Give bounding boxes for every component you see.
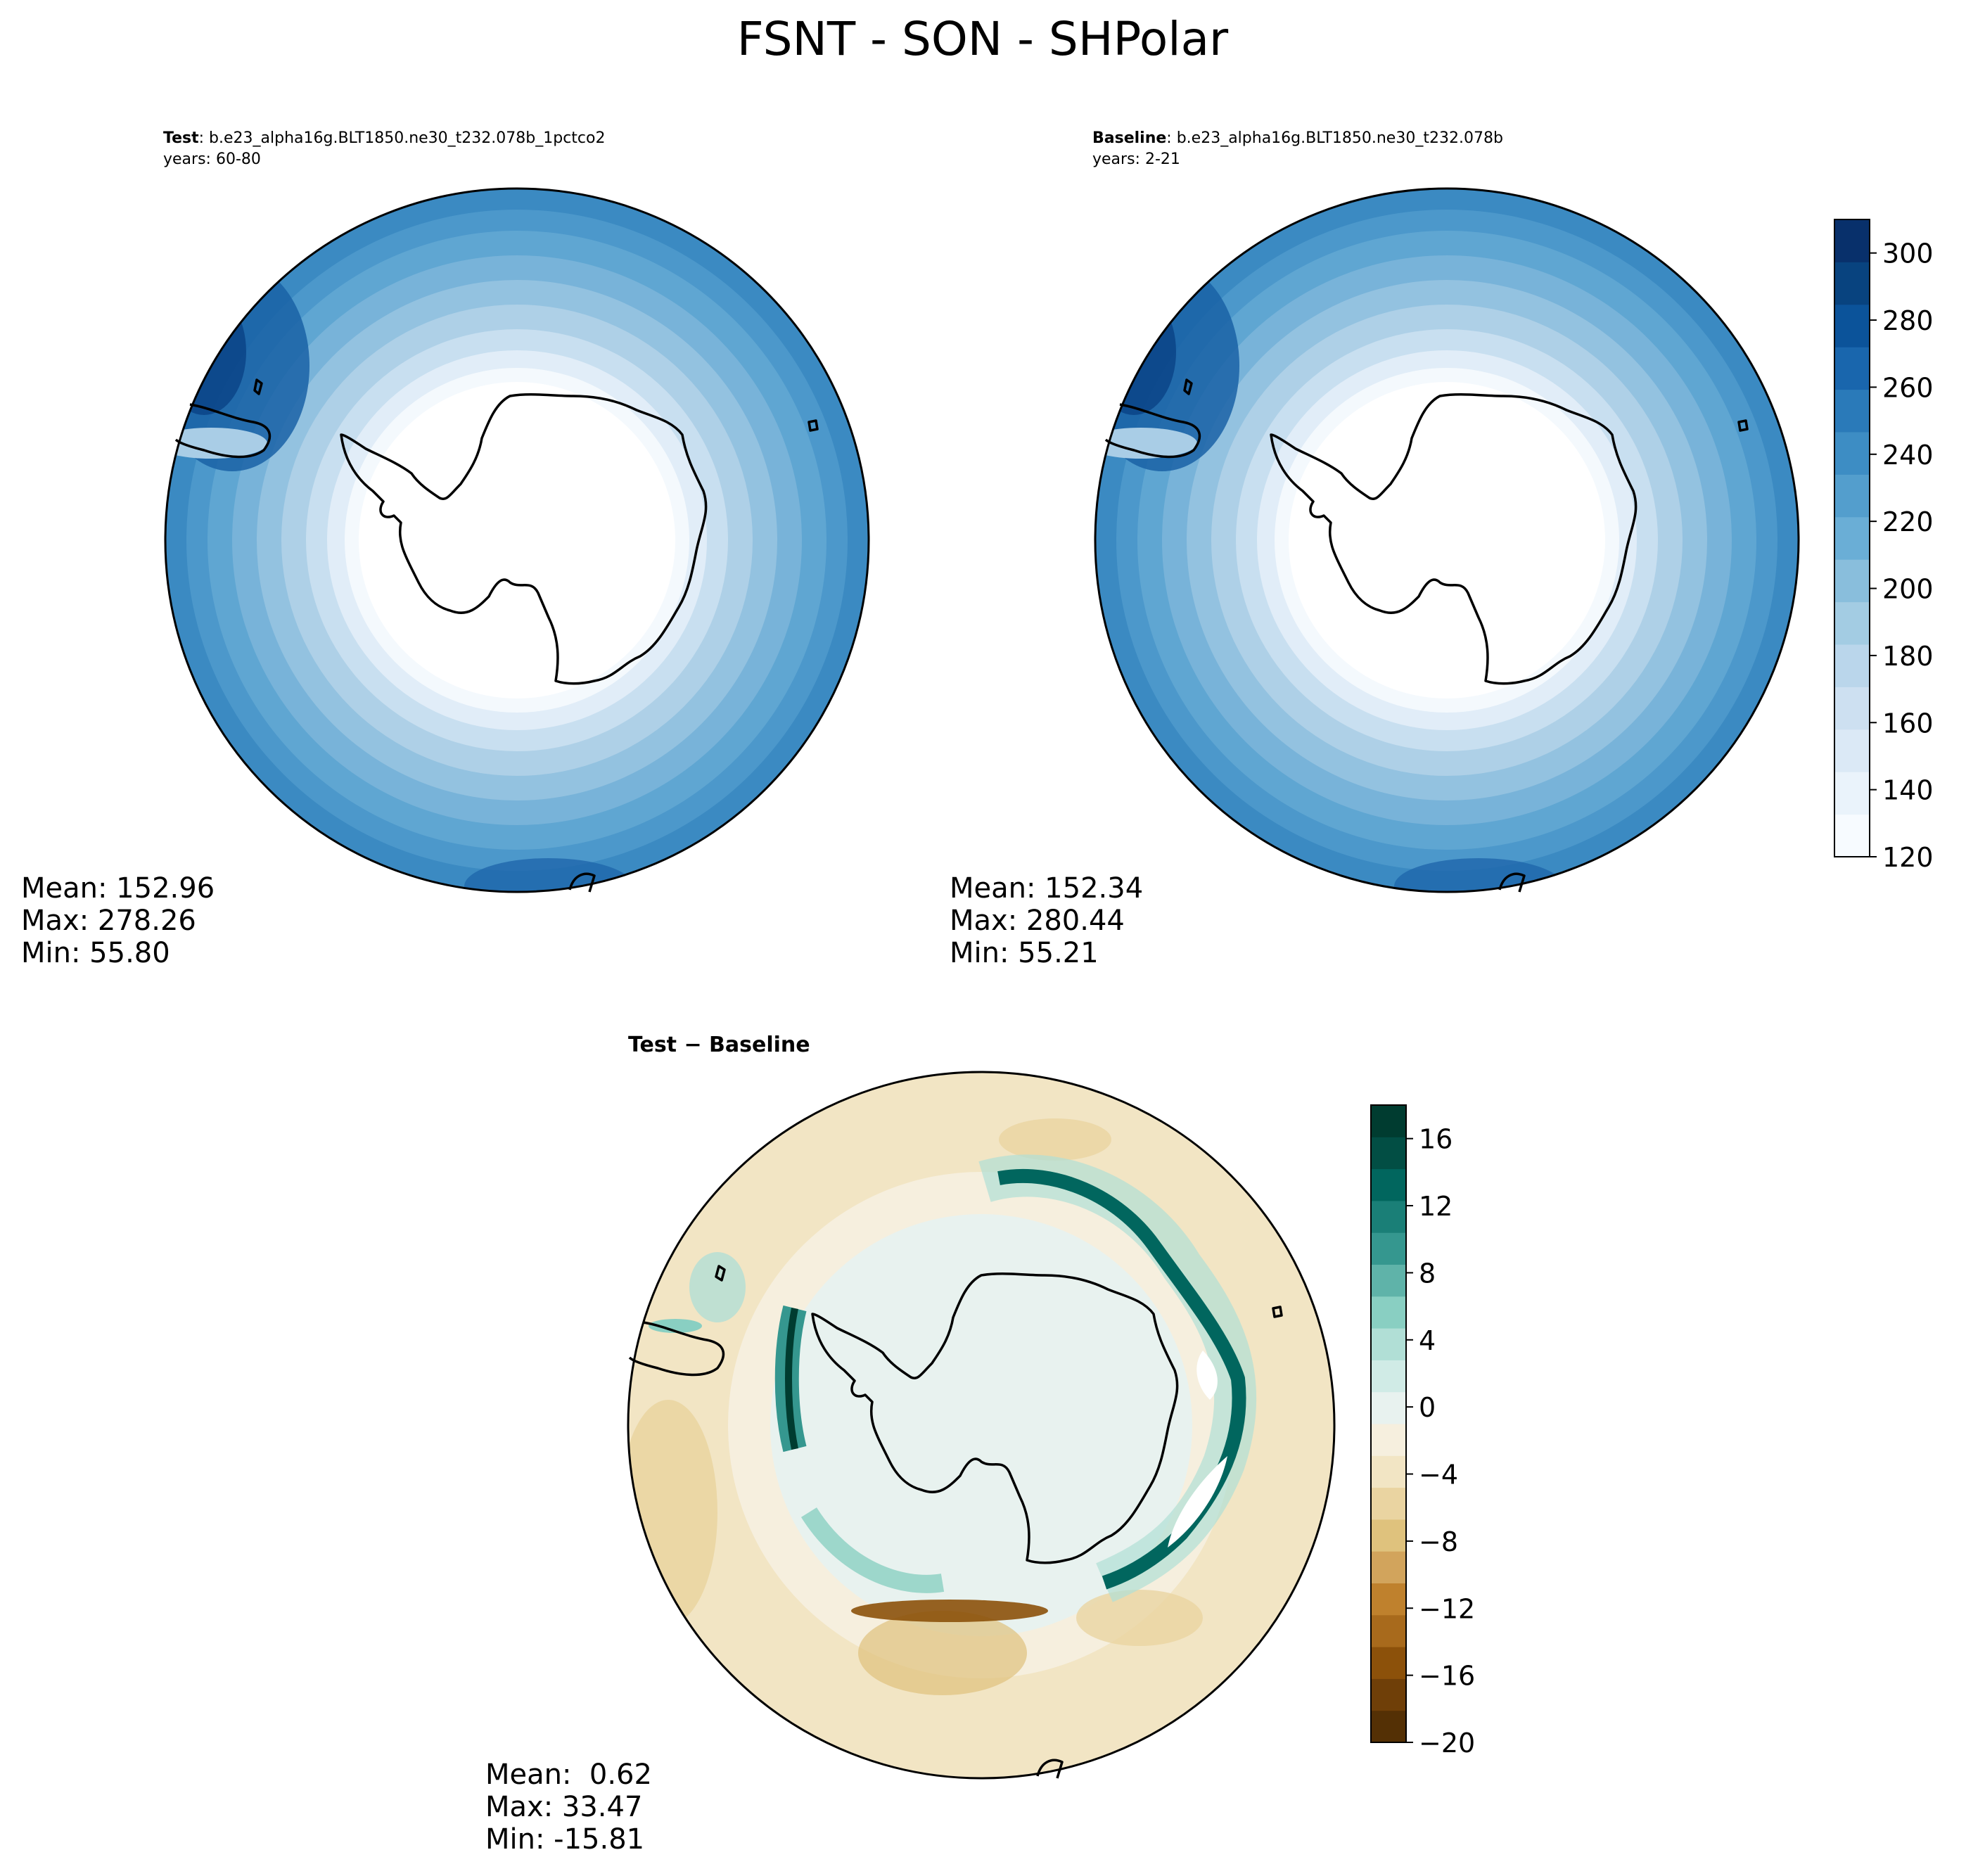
colorbar-fsnt-segment [1834, 601, 1870, 645]
colorbar-diff-segment [1371, 1424, 1406, 1456]
colorbar-diff-tick-label: −20 [1419, 1728, 1475, 1759]
panel-test-title-case: : b.e23_alpha16g.BLT1850.ne30_t232.078b_… [199, 129, 606, 147]
panel-baseline-title-case: : b.e23_alpha16g.BLT1850.ne30_t232.078b [1166, 129, 1503, 147]
colorbar-diff-segment [1371, 1391, 1406, 1424]
coastline-diff [628, 1265, 1283, 1779]
figure-title: FSNT - SON - SHPolar [737, 12, 1229, 66]
colorbar-diff-segment [1371, 1519, 1406, 1552]
colorbar-diff-segment [1371, 1678, 1406, 1711]
colorbar-diff-tick-label: 8 [1419, 1258, 1436, 1289]
panel-baseline: Baseline: b.e23_alpha16g.BLT1850.ne30_t2… [950, 129, 1800, 969]
panel-test-mean: Mean: 152.96 [21, 872, 215, 905]
colorbar-fsnt: 120 140 160 180 200 220 240 260 280 300 [1834, 219, 1934, 873]
colorbar-diff-segment [1371, 1647, 1406, 1679]
colorbar-diff-tick-label: −16 [1419, 1661, 1475, 1692]
panel-diff-min: Min: -15.81 [485, 1823, 644, 1856]
panel-test-title-label: Test [163, 129, 199, 147]
map-baseline-boundary [1094, 187, 1800, 893]
colorbar-fsnt-segment [1834, 304, 1870, 347]
panel-test-min: Min: 55.80 [21, 937, 170, 969]
panel-baseline-min: Min: 55.21 [950, 937, 1099, 969]
colorbar-fsnt-segment [1834, 432, 1870, 475]
panel-test: Test: b.e23_alpha16g.BLT1850.ne30_t232.0… [21, 129, 870, 969]
panel-diff: Test − Baseline [485, 1033, 1336, 1856]
colorbar-fsnt-segment [1834, 729, 1870, 772]
colorbar-fsnt-segment [1834, 219, 1870, 262]
panel-baseline-title: Baseline: b.e23_alpha16g.BLT1850.ne30_t2… [1092, 129, 1503, 147]
colorbar-fsnt-segment [1834, 772, 1870, 815]
colorbar-fsnt-segment [1834, 262, 1870, 305]
colorbar-diff-segment [1371, 1232, 1406, 1265]
colorbar-diff-segment [1371, 1328, 1406, 1360]
panel-baseline-mean: Mean: 152.34 [950, 872, 1143, 905]
map-diff [627, 1071, 1336, 1780]
colorbar-fsnt-frame [1834, 219, 1870, 857]
panel-baseline-title-label: Baseline [1092, 129, 1166, 147]
colorbar-diff-segment [1371, 1614, 1406, 1647]
colorbar-fsnt-tick-label: 280 [1882, 305, 1934, 336]
panel-baseline-max: Max: 280.44 [950, 905, 1125, 937]
colorbar-diff-segment [1371, 1137, 1406, 1170]
colorbar-fsnt-tick-label: 260 [1882, 372, 1934, 403]
colorbar-fsnt-segment [1834, 474, 1870, 518]
colorbar-fsnt-segment [1834, 687, 1870, 730]
map-test-boundary [164, 187, 870, 893]
colorbar-diff-segment [1371, 1296, 1406, 1329]
colorbar-fsnt-segment [1834, 389, 1870, 433]
colorbar-diff-segment [1371, 1105, 1406, 1137]
colorbar-diff-segment [1371, 1360, 1406, 1393]
colorbar-fsnt-tick-label: 220 [1882, 506, 1934, 537]
panel-diff-max: Max: 33.47 [485, 1791, 642, 1823]
panel-diff-title: Test − Baseline [628, 1033, 810, 1057]
colorbar-diff-segment [1371, 1264, 1406, 1297]
colorbar-diff-tick-label: −12 [1419, 1593, 1475, 1624]
panel-baseline-years: years: 2-21 [1092, 151, 1180, 168]
panel-test-title: Test: b.e23_alpha16g.BLT1850.ne30_t232.0… [163, 129, 605, 147]
colorbar-fsnt-segment [1834, 347, 1870, 390]
colorbar-fsnt-segment [1834, 516, 1870, 560]
colorbar-diff-segment [1371, 1200, 1406, 1233]
colorbar-diff-tick-label: −4 [1419, 1460, 1458, 1491]
colorbar-diff-segment [1371, 1551, 1406, 1583]
colorbar-diff-tick-label: −8 [1419, 1526, 1458, 1557]
map-diff-boundary [627, 1071, 1336, 1780]
colorbar-diff-tick-label: 12 [1419, 1191, 1453, 1222]
map-test [164, 187, 870, 893]
coastline-test [174, 378, 819, 893]
colorbar-diff-segment [1371, 1455, 1406, 1488]
colorbar-diff-frame [1370, 1104, 1407, 1743]
colorbar-fsnt-tick-label: 140 [1882, 775, 1934, 806]
colorbar-diff-segment [1371, 1710, 1406, 1743]
colorbar-diff-tick-label: 0 [1419, 1392, 1436, 1423]
colorbar-diff-segment [1371, 1487, 1406, 1520]
colorbar-diff: −20 −16 −12 −8 −4 0 4 8 12 16 [1370, 1104, 1475, 1759]
colorbar-fsnt-tick-label: 120 [1882, 842, 1934, 873]
colorbar-fsnt-segment [1834, 644, 1870, 687]
coastline-baseline [1104, 378, 1749, 893]
colorbar-fsnt-tick-label: 300 [1882, 238, 1934, 269]
panel-test-max: Max: 278.26 [21, 905, 196, 937]
colorbar-diff-segment [1371, 1168, 1406, 1201]
map-baseline [1094, 187, 1800, 893]
colorbar-fsnt-tick-label: 240 [1882, 440, 1934, 471]
colorbar-diff-tick-label: 16 [1419, 1124, 1453, 1155]
colorbar-fsnt-tick-label: 180 [1882, 641, 1934, 672]
colorbar-fsnt-segment [1834, 559, 1870, 603]
colorbar-fsnt-tick-label: 200 [1882, 574, 1934, 605]
colorbar-fsnt-tick-label: 160 [1882, 708, 1934, 739]
colorbar-diff-segment [1371, 1583, 1406, 1616]
panel-diff-mean: Mean: 0.62 [485, 1759, 652, 1791]
colorbar-fsnt-segment [1834, 814, 1870, 857]
colorbar-diff-tick-label: 4 [1419, 1325, 1436, 1356]
panel-test-years: years: 60-80 [163, 151, 261, 168]
